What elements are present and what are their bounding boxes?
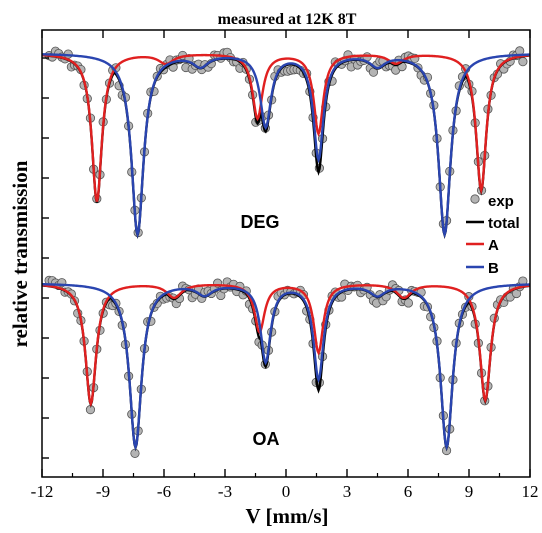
- x-axis-label: V [mm/s]: [245, 504, 328, 528]
- exp-point: [130, 448, 140, 458]
- panel-label-oa: OA: [253, 429, 280, 449]
- x-axis: -12 -9 -6 -3 0 3 6 9 12: [31, 30, 539, 501]
- legend-label-total: total: [488, 215, 520, 232]
- x-tick-label: 6: [404, 482, 413, 501]
- legend-label-exp: exp: [488, 193, 514, 210]
- exp-point: [518, 57, 528, 67]
- series-a-deg: [41, 53, 531, 202]
- x-tick-label: 9: [465, 482, 474, 501]
- series-b-deg: [41, 53, 531, 239]
- legend: exp total AB: [466, 193, 520, 277]
- legend-label-b: B: [488, 260, 499, 277]
- series-a-oa: [41, 283, 531, 408]
- panel-label-deg: DEG: [240, 212, 279, 232]
- x-tick-label: -3: [218, 482, 232, 501]
- panel-deg: [41, 46, 531, 240]
- x-tick-label: 3: [343, 482, 352, 501]
- exp-point: [403, 298, 414, 308]
- y-axis-label: relative transmission: [8, 160, 32, 347]
- plot-area: [41, 46, 531, 458]
- panel-oa: [41, 275, 531, 458]
- legend-marker-exp: [470, 194, 480, 204]
- x-tick-label: 0: [282, 482, 291, 501]
- x-tick-label: -9: [96, 482, 110, 501]
- x-tick-label: 12: [522, 482, 539, 501]
- x-tick-label: -6: [157, 482, 171, 501]
- series-b-oa: [41, 282, 531, 451]
- chart-title: measured at 12K 8T: [218, 11, 357, 28]
- x-tick-label: -12: [31, 482, 54, 501]
- legend-label-a: A: [488, 237, 499, 254]
- y-axis: [42, 57, 49, 459]
